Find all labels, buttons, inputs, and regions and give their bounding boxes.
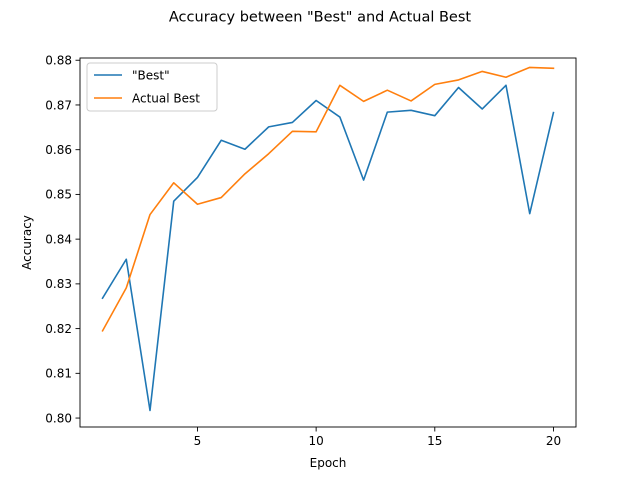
y-tick-label-5: 0.85: [45, 188, 72, 202]
x-tick-label-3: 20: [546, 434, 561, 448]
x-tick-label-2: 15: [427, 434, 442, 448]
y-tick-label-1: 0.81: [45, 367, 72, 381]
y-tick-label-4: 0.84: [45, 232, 72, 246]
x-axis-ticks: 5 10 15 20: [194, 427, 561, 448]
y-tick-label-7: 0.87: [45, 98, 72, 112]
x-tick-label-0: 5: [194, 434, 202, 448]
y-tick-label-8: 0.88: [45, 54, 72, 68]
y-tick-label-3: 0.83: [45, 277, 72, 291]
series-layer: [101, 66, 555, 412]
y-axis-label: Accuracy: [20, 215, 34, 270]
chart-title: Accuracy between "Best" and Actual Best: [169, 10, 472, 26]
y-tick-label-6: 0.86: [45, 143, 72, 157]
series-line-1: [101, 66, 555, 332]
plot-frame: [79, 57, 577, 428]
legend-label-actual-best: Actual Best: [132, 92, 200, 106]
legend-label-best: "Best": [132, 69, 170, 83]
legend: "Best" Actual Best: [86, 62, 218, 112]
y-axis-ticks: 0.80 0.81 0.82 0.83 0.84 0.85 0.86 0.87 0.88: [45, 54, 80, 425]
y-tick-label-2: 0.82: [45, 322, 72, 336]
x-axis-label: Epoch: [310, 456, 347, 470]
y-tick-label-0: 0.80: [45, 411, 72, 425]
x-tick-label-1: 10: [308, 434, 323, 448]
plot-area: [80, 58, 576, 427]
